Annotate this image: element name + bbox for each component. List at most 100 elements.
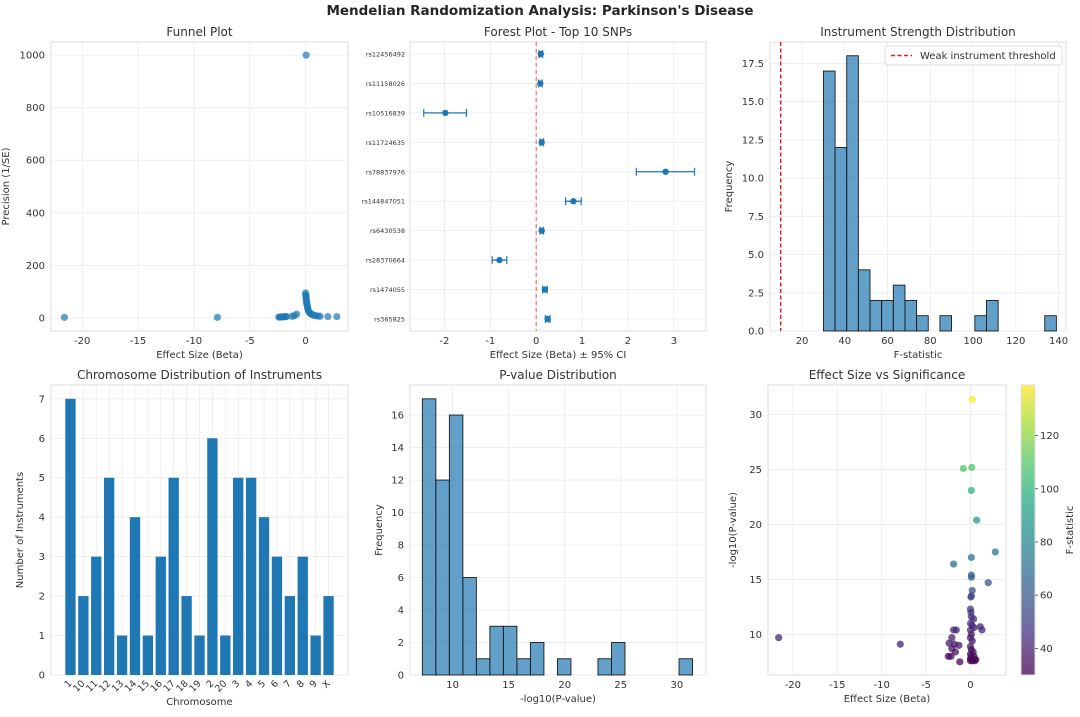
x-tick-label: -10 <box>873 680 889 691</box>
effect-vs-significance-panel: Effect Size vs Significance Effect Size (… <box>728 368 1076 705</box>
y-tick-label: 600 <box>26 156 45 167</box>
data-point <box>967 553 975 562</box>
effect-point <box>541 286 549 293</box>
x-tick-label: 100 <box>963 336 982 347</box>
y-tick-label: 3 <box>39 552 45 563</box>
x-tick-label: -15 <box>829 680 845 691</box>
colorbar-tick-label: 40 <box>1040 644 1053 655</box>
snp-label: rs10516839 <box>366 109 405 117</box>
data-point <box>333 312 341 321</box>
histogram-bar <box>529 642 545 676</box>
data-point <box>968 463 976 471</box>
data-point <box>945 639 953 647</box>
x-tick-label: 80 <box>924 336 937 347</box>
colorbar-tick-label: 80 <box>1040 537 1053 548</box>
x-tick-label: 9 <box>308 678 320 690</box>
data-point <box>967 486 975 495</box>
effect-point <box>537 50 544 58</box>
colorbar: 40 60 80 100 120 F-statistic <box>1020 384 1076 676</box>
y-tick-label: 16 <box>391 411 404 422</box>
snp-label: rs1474055 <box>370 286 405 294</box>
snp-label: rs28370664 <box>366 257 405 265</box>
x-tick-label: 8 <box>295 678 307 690</box>
x-tick-label: 10 <box>446 680 459 691</box>
y-tick-label: 4 <box>39 513 45 524</box>
chromosome-bar <box>181 596 192 675</box>
x-axis-label: Effect Size (Beta) ± 95% CI <box>490 350 627 361</box>
y-tick-label: 7.5 <box>748 212 764 223</box>
effect-point <box>662 168 669 175</box>
chromosome-bar <box>271 556 283 675</box>
x-axis-label: Effect Size (Beta) <box>844 694 931 705</box>
histogram-bar <box>939 315 953 332</box>
x-tick-label: -15 <box>130 336 146 347</box>
y-axis-label: Precision (1/SE) <box>1 147 12 225</box>
chromosome-bar <box>129 517 141 675</box>
data-point <box>948 634 956 642</box>
x-axis-label: F-statistic <box>894 350 943 361</box>
effect-point <box>496 256 503 264</box>
histogram-bar <box>516 658 531 676</box>
y-tick-label: 10 <box>391 508 404 519</box>
y-tick-label: 6 <box>398 573 404 584</box>
histogram-bar <box>822 70 836 332</box>
legend: Weak instrument threshold <box>884 45 1063 66</box>
x-tick-label: -20 <box>785 680 801 691</box>
data-point <box>968 621 976 630</box>
chart-title: Effect Size vs Significance <box>809 368 966 382</box>
histogram-bar <box>857 269 871 332</box>
histogram-bar <box>556 658 572 676</box>
data-point <box>302 51 310 59</box>
x-tick-label: 60 <box>881 336 894 347</box>
snp-label: rs144847051 <box>362 198 405 206</box>
data-point <box>60 313 68 321</box>
x-tick-label: X <box>320 678 333 691</box>
forest-plot-panel: Forest Plot - Top 10 SNPs Effect Size (Be… <box>362 25 707 361</box>
x-tick-label: 3 <box>230 678 242 690</box>
data-point <box>991 548 999 556</box>
effect-point <box>538 139 545 146</box>
snp-label: rs365825 <box>374 316 405 324</box>
chromosome-distribution-panel: Chromosome Distribution of Instruments Ch… <box>15 368 349 708</box>
chromosome-bar <box>245 477 257 675</box>
x-tick-label: 4 <box>243 678 255 690</box>
x-axis-label: Effect Size (Beta) <box>156 350 243 361</box>
histogram-bar <box>869 299 883 332</box>
x-tick-label: 120 <box>1006 336 1025 347</box>
data-point <box>978 626 986 634</box>
y-tick-label: 12.5 <box>742 135 764 146</box>
histogram-bar <box>678 658 693 676</box>
x-tick-label: 40 <box>838 336 851 347</box>
chromosome-bar <box>284 596 295 675</box>
chromosome-bar <box>220 635 231 675</box>
histogram-bar <box>974 315 987 332</box>
data-point <box>984 579 992 587</box>
y-tick-label: 1000 <box>20 51 45 62</box>
legend-box <box>884 45 1063 66</box>
instrument-strength-panel: Instrument Strength Distribution F-statis… <box>724 25 1068 361</box>
y-axis-label: -log10(P-value) <box>728 492 739 568</box>
y-tick-label: 2.5 <box>748 288 764 299</box>
y-tick-label: 7 <box>39 394 45 405</box>
chromosome-bar <box>91 556 102 675</box>
axes-frame <box>409 41 707 332</box>
histogram-bar <box>421 398 437 676</box>
data-point <box>956 658 964 666</box>
x-tick-label: 20 <box>558 680 571 691</box>
chromosome-bar <box>194 635 205 675</box>
x-tick-label: 1 <box>579 336 585 347</box>
y-tick-label: 200 <box>26 261 45 272</box>
chromosome-bar <box>155 556 166 675</box>
chart-title: P-value Distribution <box>499 368 617 382</box>
chromosome-bar <box>323 596 334 675</box>
histogram-bar <box>892 284 906 332</box>
colorbar-tick-label: 100 <box>1040 484 1059 495</box>
colorbar-tick-label: 60 <box>1040 591 1053 602</box>
snp-label: rs12456492 <box>366 51 405 59</box>
chromosome-bar <box>207 438 218 675</box>
data-point <box>947 652 955 660</box>
y-axis-label: Number of Instruments <box>15 472 26 588</box>
y-tick-label: 25 <box>749 465 762 476</box>
y-tick-label: 2 <box>398 638 404 649</box>
y-tick-label: 4 <box>398 606 404 617</box>
